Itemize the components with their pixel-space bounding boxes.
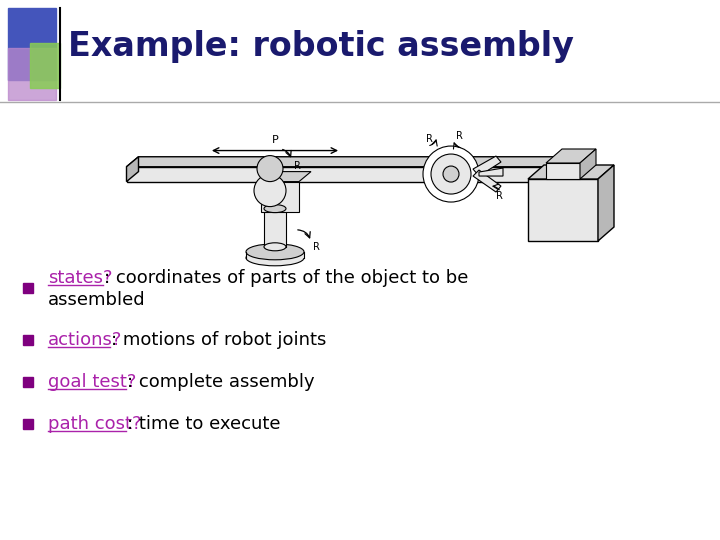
Text: : motions of robot joints: : motions of robot joints bbox=[112, 331, 327, 349]
Text: path cost?: path cost? bbox=[48, 415, 142, 433]
Polygon shape bbox=[127, 157, 562, 167]
Polygon shape bbox=[261, 172, 311, 181]
Text: R: R bbox=[313, 242, 320, 252]
Polygon shape bbox=[127, 167, 550, 181]
Ellipse shape bbox=[264, 243, 286, 251]
Text: : time to execute: : time to execute bbox=[127, 415, 281, 433]
Bar bbox=[23, 377, 33, 387]
Circle shape bbox=[423, 146, 479, 202]
Text: : complete assembly: : complete assembly bbox=[127, 373, 315, 391]
Bar bbox=[261, 181, 299, 212]
Text: R: R bbox=[456, 131, 462, 141]
Text: R: R bbox=[495, 191, 503, 201]
Text: goal test?: goal test? bbox=[48, 373, 136, 391]
Polygon shape bbox=[473, 156, 501, 176]
Circle shape bbox=[443, 166, 459, 182]
Text: actions?: actions? bbox=[48, 331, 122, 349]
Polygon shape bbox=[528, 165, 614, 179]
Bar bbox=[264, 208, 286, 247]
Text: R: R bbox=[426, 134, 433, 144]
Polygon shape bbox=[473, 170, 501, 192]
Bar bbox=[30, 43, 60, 88]
Polygon shape bbox=[598, 165, 614, 241]
Bar bbox=[246, 252, 304, 258]
Text: assembled: assembled bbox=[48, 291, 145, 309]
Bar bbox=[546, 163, 580, 179]
Bar bbox=[23, 283, 33, 293]
Circle shape bbox=[257, 156, 283, 181]
Ellipse shape bbox=[246, 244, 304, 260]
Polygon shape bbox=[127, 157, 138, 181]
Text: states?: states? bbox=[48, 269, 112, 287]
Ellipse shape bbox=[264, 205, 286, 213]
Polygon shape bbox=[546, 149, 596, 163]
Polygon shape bbox=[479, 168, 503, 176]
Bar bbox=[528, 179, 598, 241]
Polygon shape bbox=[580, 149, 596, 179]
Circle shape bbox=[431, 154, 471, 194]
Bar bbox=[8, 48, 56, 100]
Text: R: R bbox=[294, 160, 301, 171]
Bar bbox=[23, 335, 33, 345]
Bar bbox=[8, 8, 56, 80]
Ellipse shape bbox=[246, 250, 304, 266]
Text: : coordinates of parts of the object to be: : coordinates of parts of the object to … bbox=[104, 269, 468, 287]
Circle shape bbox=[254, 174, 286, 207]
Bar bbox=[23, 419, 33, 429]
Text: Example: robotic assembly: Example: robotic assembly bbox=[68, 30, 574, 63]
Text: P: P bbox=[271, 134, 279, 145]
